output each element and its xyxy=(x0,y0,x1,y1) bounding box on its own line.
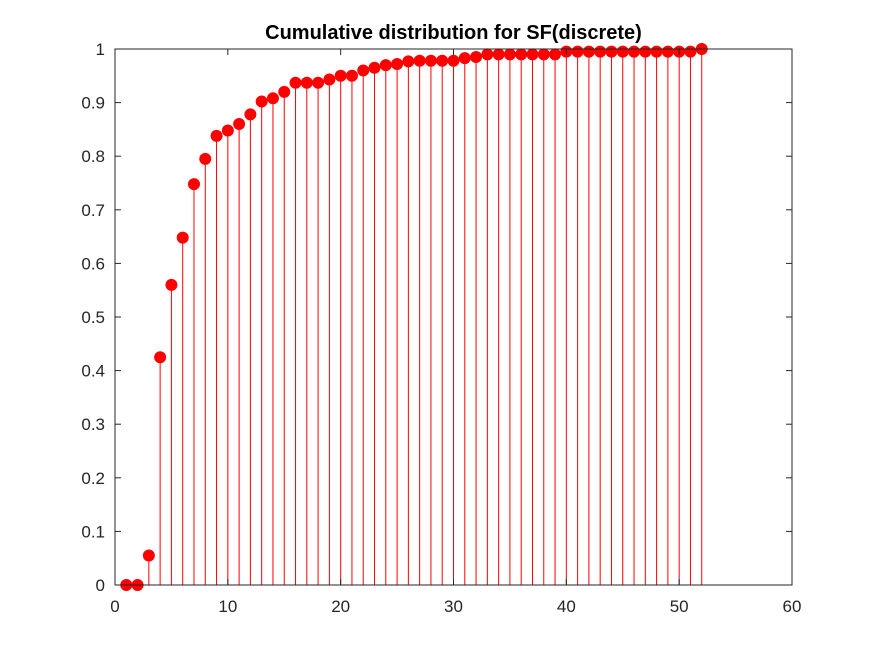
stem-marker xyxy=(199,152,212,165)
stem-marker xyxy=(458,52,471,65)
stem-marker xyxy=(424,54,437,67)
stem-marker xyxy=(492,48,505,61)
y-tick-label: 0.2 xyxy=(81,469,105,488)
y-tick-label: 0.5 xyxy=(81,308,105,327)
y-tick-label: 0.8 xyxy=(81,147,105,166)
stem-lines xyxy=(148,49,703,585)
stem-marker xyxy=(526,48,539,61)
y-tick-label: 0.4 xyxy=(81,362,105,381)
stem-marker xyxy=(357,64,370,77)
y-axis-ticks: 0 0.1 0.2 0.3 0.4 0.5 0.6 0.7 0.8 0.9 1 xyxy=(81,40,792,595)
stem-marker xyxy=(312,76,325,89)
stem-marker xyxy=(255,95,268,108)
y-tick-label: 0.9 xyxy=(81,94,105,113)
stem-marker xyxy=(616,45,629,58)
stem-marker xyxy=(515,48,528,61)
stem-marker xyxy=(470,51,483,64)
stem-marker xyxy=(650,45,663,58)
stem-marker xyxy=(210,129,223,142)
stem-marker xyxy=(345,69,358,82)
stem-marker xyxy=(266,92,279,105)
x-tick-label: 20 xyxy=(331,597,350,616)
stem-marker xyxy=(300,76,313,89)
stem-marker xyxy=(481,48,494,61)
x-tick-label: 0 xyxy=(110,597,119,616)
stem-marker xyxy=(233,118,246,131)
stem-marker xyxy=(154,351,167,364)
stem-marker xyxy=(537,48,550,61)
y-tick-label: 0.7 xyxy=(81,201,105,220)
stem-marker xyxy=(165,278,178,291)
stem-marker xyxy=(244,108,257,121)
y-tick-label: 0.1 xyxy=(81,522,105,541)
stem-marker xyxy=(221,124,234,137)
y-tick-label: 0.3 xyxy=(81,415,105,434)
x-tick-label: 10 xyxy=(218,597,237,616)
stem-marker xyxy=(436,54,449,67)
x-axis-ticks: 0 10 20 30 40 50 60 xyxy=(110,49,801,616)
stem-marker xyxy=(661,45,674,58)
stem-marker xyxy=(447,54,460,67)
x-tick-label: 50 xyxy=(670,597,689,616)
x-tick-label: 30 xyxy=(444,597,463,616)
stem-marker xyxy=(142,549,155,562)
y-tick-label: 1 xyxy=(96,40,105,59)
stem-marker xyxy=(289,76,302,89)
stem-marker xyxy=(571,45,584,58)
y-tick-label: 0.6 xyxy=(81,254,105,273)
stem-marker xyxy=(549,48,562,61)
stem-marker xyxy=(503,48,516,61)
stem-marker xyxy=(334,69,347,82)
stem-marker xyxy=(278,85,291,98)
stem-marker xyxy=(379,59,392,72)
stem-marker xyxy=(402,55,415,68)
stem-marker xyxy=(582,45,595,58)
x-tick-label: 60 xyxy=(783,597,802,616)
stem-marker xyxy=(628,45,641,58)
stem-marker xyxy=(684,45,697,58)
y-tick-label: 0 xyxy=(96,576,105,595)
chart-title: Cumulative distribution for SF(discrete) xyxy=(265,22,642,44)
stem-marker xyxy=(413,54,426,67)
stem-marker xyxy=(368,61,381,74)
x-tick-label: 40 xyxy=(557,597,576,616)
stem-marker xyxy=(391,58,404,71)
stem-marker xyxy=(594,45,607,58)
stem-marker xyxy=(176,231,189,244)
stem-marker xyxy=(639,45,652,58)
stem-marker xyxy=(605,45,618,58)
stem-marker xyxy=(323,73,336,86)
stem-marker xyxy=(187,178,200,191)
